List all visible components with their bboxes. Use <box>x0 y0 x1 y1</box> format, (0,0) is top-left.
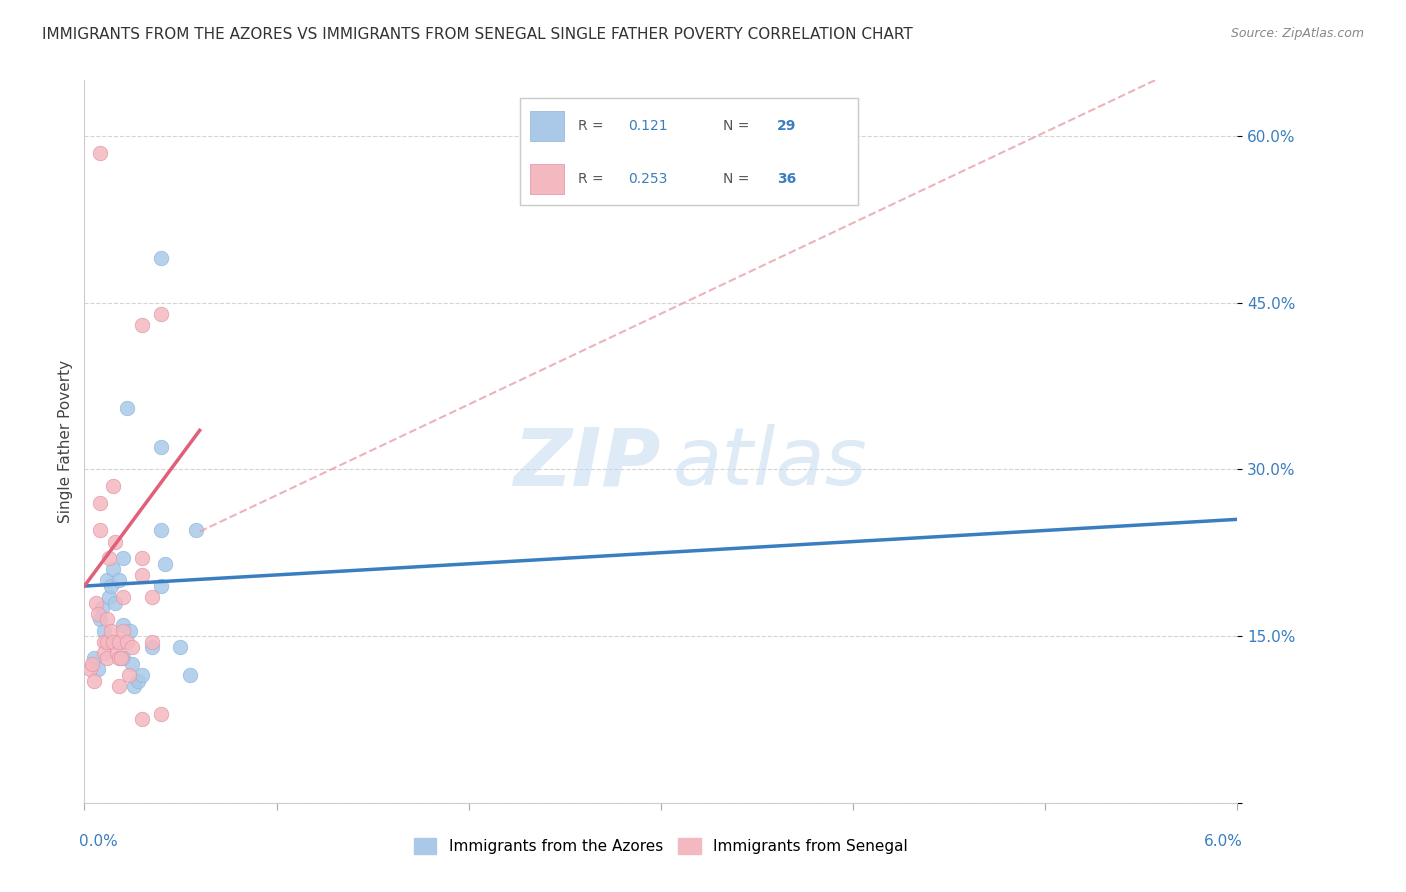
FancyBboxPatch shape <box>530 164 564 194</box>
Point <box>89 524 111 538</box>
Point <box>100 579 122 593</box>
Text: atlas: atlas <box>672 425 868 502</box>
Point <box>84 596 107 610</box>
Point <box>111 551 134 566</box>
Point <box>79 662 101 676</box>
Point <box>150 579 173 593</box>
Point <box>111 651 134 665</box>
Point <box>111 624 134 638</box>
Point <box>150 706 173 721</box>
Point <box>90 601 112 615</box>
Point <box>115 634 138 648</box>
Point <box>98 590 121 604</box>
Point <box>105 646 128 660</box>
Point <box>184 524 207 538</box>
Point <box>80 657 103 671</box>
Point <box>89 612 111 626</box>
Text: Source: ZipAtlas.com: Source: ZipAtlas.com <box>1230 27 1364 40</box>
Legend: Immigrants from the Azores, Immigrants from Senegal: Immigrants from the Azores, Immigrants f… <box>408 832 914 860</box>
Text: 6.0%: 6.0% <box>1204 834 1243 849</box>
Text: 36: 36 <box>776 172 796 186</box>
Point <box>141 634 163 648</box>
Text: IMMIGRANTS FROM THE AZORES VS IMMIGRANTS FROM SENEGAL SINGLE FATHER POVERTY CORR: IMMIGRANTS FROM THE AZORES VS IMMIGRANTS… <box>42 27 912 42</box>
Text: 29: 29 <box>776 119 796 133</box>
Text: N =: N = <box>723 172 749 186</box>
Point <box>153 557 176 571</box>
Point <box>150 440 173 454</box>
Point <box>131 568 153 582</box>
Point <box>98 551 121 566</box>
Point <box>93 624 115 638</box>
Point <box>121 640 143 655</box>
Point <box>89 496 111 510</box>
Point <box>131 318 153 332</box>
Point <box>111 618 134 632</box>
Text: 0.253: 0.253 <box>628 172 668 186</box>
Point <box>93 646 115 660</box>
Point <box>121 657 143 671</box>
Text: R =: R = <box>578 119 603 133</box>
Point <box>131 668 153 682</box>
Point <box>87 662 110 676</box>
Point <box>103 479 124 493</box>
Point <box>150 307 173 321</box>
Y-axis label: Single Father Poverty: Single Father Poverty <box>58 360 73 523</box>
Point <box>179 668 201 682</box>
Point <box>150 251 173 265</box>
FancyBboxPatch shape <box>530 111 564 141</box>
Point <box>131 713 153 727</box>
Text: R =: R = <box>578 172 603 186</box>
Point <box>96 634 118 648</box>
Point <box>108 574 131 588</box>
Point <box>120 624 142 638</box>
Point <box>110 651 132 665</box>
Text: 0.0%: 0.0% <box>79 834 117 849</box>
Point <box>141 590 163 604</box>
Point <box>141 640 163 655</box>
Point <box>104 534 127 549</box>
Point <box>96 574 118 588</box>
Point <box>124 679 146 693</box>
Point <box>83 673 105 688</box>
Point <box>111 590 134 604</box>
Point <box>89 145 111 160</box>
Text: 0.121: 0.121 <box>628 119 668 133</box>
Point <box>108 634 131 648</box>
Text: ZIP: ZIP <box>513 425 661 502</box>
Point <box>117 668 139 682</box>
Point <box>108 651 131 665</box>
Point <box>100 624 122 638</box>
Point <box>103 634 124 648</box>
Point <box>127 673 149 688</box>
Point <box>96 612 118 626</box>
Point <box>104 596 127 610</box>
Point <box>169 640 191 655</box>
Point <box>115 401 138 416</box>
Point <box>150 524 173 538</box>
Point <box>87 607 110 621</box>
Point <box>108 679 131 693</box>
Point <box>93 634 115 648</box>
Point <box>131 551 153 566</box>
Point <box>83 651 105 665</box>
Point <box>103 562 124 576</box>
Point <box>96 651 118 665</box>
Text: N =: N = <box>723 119 749 133</box>
